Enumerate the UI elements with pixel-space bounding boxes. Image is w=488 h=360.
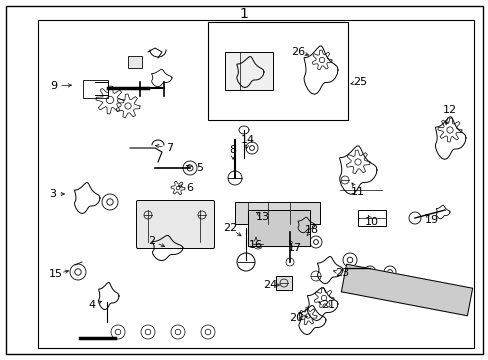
FancyBboxPatch shape: [136, 201, 214, 248]
Bar: [83, 80, 108, 98]
Text: 4: 4: [88, 300, 95, 310]
Bar: [224, 52, 272, 90]
Text: 25: 25: [352, 77, 366, 87]
Text: 24: 24: [263, 280, 277, 290]
Text: 16: 16: [248, 240, 263, 250]
Bar: [38, 20, 473, 348]
Text: 2: 2: [148, 236, 155, 246]
Bar: [275, 276, 291, 290]
Text: 13: 13: [256, 212, 269, 222]
Text: 10: 10: [364, 217, 378, 227]
Text: 11: 11: [350, 187, 364, 197]
Text: 23: 23: [334, 268, 348, 278]
Text: 8: 8: [229, 145, 236, 155]
Text: 17: 17: [287, 243, 302, 253]
Text: 18: 18: [305, 225, 318, 235]
Text: 14: 14: [241, 135, 255, 145]
Text: 15: 15: [49, 269, 63, 279]
Text: 20: 20: [288, 313, 303, 323]
Text: 21: 21: [320, 300, 334, 310]
Text: 5: 5: [196, 163, 203, 173]
Bar: [235, 202, 319, 224]
Bar: [207, 22, 347, 120]
Text: 3: 3: [49, 189, 57, 199]
Text: 6: 6: [186, 183, 193, 193]
Polygon shape: [341, 264, 472, 316]
Text: 26: 26: [290, 47, 305, 57]
Polygon shape: [247, 210, 309, 246]
Text: 19: 19: [424, 215, 438, 225]
Text: 7: 7: [166, 143, 173, 153]
Bar: [128, 56, 142, 68]
Text: 12: 12: [442, 105, 456, 115]
Bar: [357, 210, 385, 226]
Text: 9: 9: [50, 81, 58, 91]
Text: 22: 22: [223, 223, 237, 233]
Text: 1: 1: [239, 7, 248, 21]
